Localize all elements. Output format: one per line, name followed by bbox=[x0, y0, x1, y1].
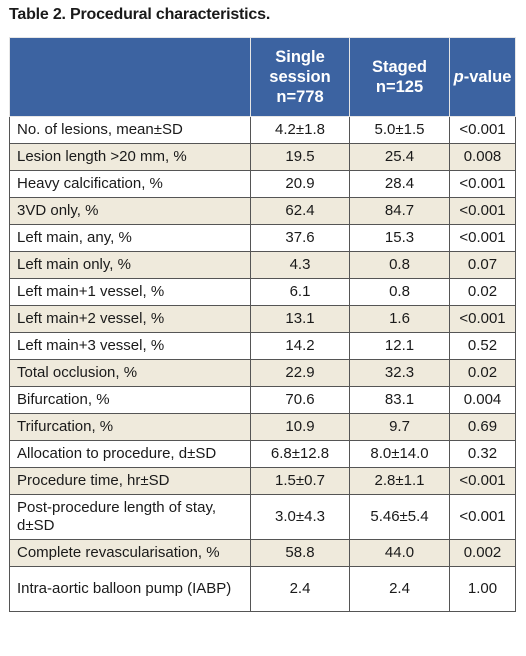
cell-p-value: 1.00 bbox=[449, 566, 516, 612]
cell-staged: 32.3 bbox=[349, 359, 450, 387]
cell-p-value: 0.52 bbox=[449, 332, 516, 360]
cell-single-session: 10.9 bbox=[250, 413, 350, 441]
cell-single-session: 3.0±4.3 bbox=[250, 494, 350, 540]
cell-p-value: 0.02 bbox=[449, 359, 516, 387]
cell-staged: 28.4 bbox=[349, 170, 450, 198]
table-row: No. of lesions, mean±SD 4.2±1.8 5.0±1.5 <0.… bbox=[9, 116, 516, 144]
header-p-italic: p bbox=[453, 68, 464, 86]
cell-p-value: 0.002 bbox=[449, 539, 516, 567]
cell-single-session: 4.2±1.8 bbox=[250, 116, 350, 144]
header-staged-line1: Staged bbox=[371, 58, 427, 76]
header-p-value: p-value bbox=[449, 37, 516, 117]
cell-staged: 2.8±1.1 bbox=[349, 467, 450, 495]
row-label: Left main, any, % bbox=[9, 224, 251, 252]
table-caption: Table 2. Procedural characteristics. bbox=[9, 6, 271, 23]
cell-p-value: 0.004 bbox=[449, 386, 516, 414]
cell-single-session: 14.2 bbox=[250, 332, 350, 360]
cell-single-session: 20.9 bbox=[250, 170, 350, 198]
cell-staged: 25.4 bbox=[349, 143, 450, 171]
table-row: Post-procedure length of stay, d±SD 3.0±4… bbox=[9, 494, 516, 540]
cell-p-value: <0.001 bbox=[449, 197, 516, 225]
row-label: Total occlusion, % bbox=[9, 359, 251, 387]
cell-single-session: 4.3 bbox=[250, 251, 350, 279]
cell-p-value: 0.69 bbox=[449, 413, 516, 441]
table-row: Left main only, % 4.3 0.8 0.07 bbox=[9, 251, 516, 279]
cell-single-session: 58.8 bbox=[250, 539, 350, 567]
cell-staged: 8.0±14.0 bbox=[349, 440, 450, 468]
header-single-session: Single session n=778 bbox=[250, 37, 350, 117]
cell-single-session: 13.1 bbox=[250, 305, 350, 333]
cell-single-session: 70.6 bbox=[250, 386, 350, 414]
table-row: Total occlusion, % 22.9 32.3 0.02 bbox=[9, 359, 516, 387]
table-row: Complete revascularisation, % 58.8 44.0 0.0… bbox=[9, 539, 516, 567]
row-label: Procedure time, hr±SD bbox=[9, 467, 251, 495]
cell-p-value: <0.001 bbox=[449, 116, 516, 144]
cell-p-value: <0.001 bbox=[449, 224, 516, 252]
cell-p-value: <0.001 bbox=[449, 170, 516, 198]
row-label: Trifurcation, % bbox=[9, 413, 251, 441]
table-row: 3VD only, % 62.4 84.7 <0.001 bbox=[9, 197, 516, 225]
cell-single-session: 62.4 bbox=[250, 197, 350, 225]
row-label: Left main+2 vessel, % bbox=[9, 305, 251, 333]
procedural-characteristics-table: Single session n=778 Staged n=125 p-valu… bbox=[9, 37, 516, 612]
cell-staged: 0.8 bbox=[349, 251, 450, 279]
row-label: Complete revascularisation, % bbox=[9, 539, 251, 567]
cell-staged: 15.3 bbox=[349, 224, 450, 252]
table-header-row: Single session n=778 Staged n=125 p-valu… bbox=[9, 37, 516, 117]
row-label: Heavy calcification, % bbox=[9, 170, 251, 198]
header-staged-line2: n=125 bbox=[375, 78, 424, 96]
row-label: 3VD only, % bbox=[9, 197, 251, 225]
cell-staged: 9.7 bbox=[349, 413, 450, 441]
cell-staged: 44.0 bbox=[349, 539, 450, 567]
cell-staged: 0.8 bbox=[349, 278, 450, 306]
table-row: Intra-aortic balloon pump (IABP) 2.4 2.4 1.… bbox=[9, 566, 516, 612]
row-label: No. of lesions, mean±SD bbox=[9, 116, 251, 144]
row-label: Left main+3 vessel, % bbox=[9, 332, 251, 360]
cell-p-value: 0.07 bbox=[449, 251, 516, 279]
cell-staged: 2.4 bbox=[349, 566, 450, 612]
table-row: Left main+1 vessel, % 6.1 0.8 0.02 bbox=[9, 278, 516, 306]
table-row: Left main, any, % 37.6 15.3 <0.001 bbox=[9, 224, 516, 252]
cell-p-value: <0.001 bbox=[449, 305, 516, 333]
cell-p-value: 0.02 bbox=[449, 278, 516, 306]
cell-single-session: 1.5±0.7 bbox=[250, 467, 350, 495]
header-single-line2: session bbox=[269, 68, 331, 86]
table-row: Bifurcation, % 70.6 83.1 0.004 bbox=[9, 386, 516, 414]
cell-p-value: <0.001 bbox=[449, 494, 516, 540]
cell-single-session: 22.9 bbox=[250, 359, 350, 387]
cell-staged: 5.0±1.5 bbox=[349, 116, 450, 144]
table-row: Allocation to procedure, d±SD 6.8±12.8 8.0… bbox=[9, 440, 516, 468]
row-label: Left main only, % bbox=[9, 251, 251, 279]
header-p-rest: -value bbox=[463, 68, 512, 86]
table-row: Trifurcation, % 10.9 9.7 0.69 bbox=[9, 413, 516, 441]
cell-staged: 12.1 bbox=[349, 332, 450, 360]
cell-single-session: 6.8±12.8 bbox=[250, 440, 350, 468]
cell-staged: 5.46±5.4 bbox=[349, 494, 450, 540]
header-staged: Staged n=125 bbox=[349, 37, 450, 117]
table-row: Procedure time, hr±SD 1.5±0.7 2.8±1.1 <0.00… bbox=[9, 467, 516, 495]
cell-single-session: 6.1 bbox=[250, 278, 350, 306]
row-label: Intra-aortic balloon pump (IABP) bbox=[9, 566, 251, 612]
header-single-line3: n=778 bbox=[276, 88, 324, 106]
table-row: Lesion length >20 mm, % 19.5 25.4 0.008 bbox=[9, 143, 516, 171]
cell-single-session: 19.5 bbox=[250, 143, 350, 171]
cell-staged: 84.7 bbox=[349, 197, 450, 225]
row-label: Lesion length >20 mm, % bbox=[9, 143, 251, 171]
cell-staged: 83.1 bbox=[349, 386, 450, 414]
table-row: Heavy calcification, % 20.9 28.4 <0.001 bbox=[9, 170, 516, 198]
header-characteristic bbox=[9, 37, 251, 117]
table-row: Left main+2 vessel, % 13.1 1.6 <0.001 bbox=[9, 305, 516, 333]
table-row: Left main+3 vessel, % 14.2 12.1 0.52 bbox=[9, 332, 516, 360]
cell-single-session: 37.6 bbox=[250, 224, 350, 252]
cell-single-session: 2.4 bbox=[250, 566, 350, 612]
row-label: Post-procedure length of stay, d±SD bbox=[9, 494, 251, 540]
row-label: Allocation to procedure, d±SD bbox=[9, 440, 251, 468]
cell-p-value: 0.008 bbox=[449, 143, 516, 171]
cell-p-value: 0.32 bbox=[449, 440, 516, 468]
header-single-line1: Single bbox=[275, 48, 325, 66]
row-label: Bifurcation, % bbox=[9, 386, 251, 414]
cell-staged: 1.6 bbox=[349, 305, 450, 333]
row-label: Left main+1 vessel, % bbox=[9, 278, 251, 306]
cell-p-value: <0.001 bbox=[449, 467, 516, 495]
